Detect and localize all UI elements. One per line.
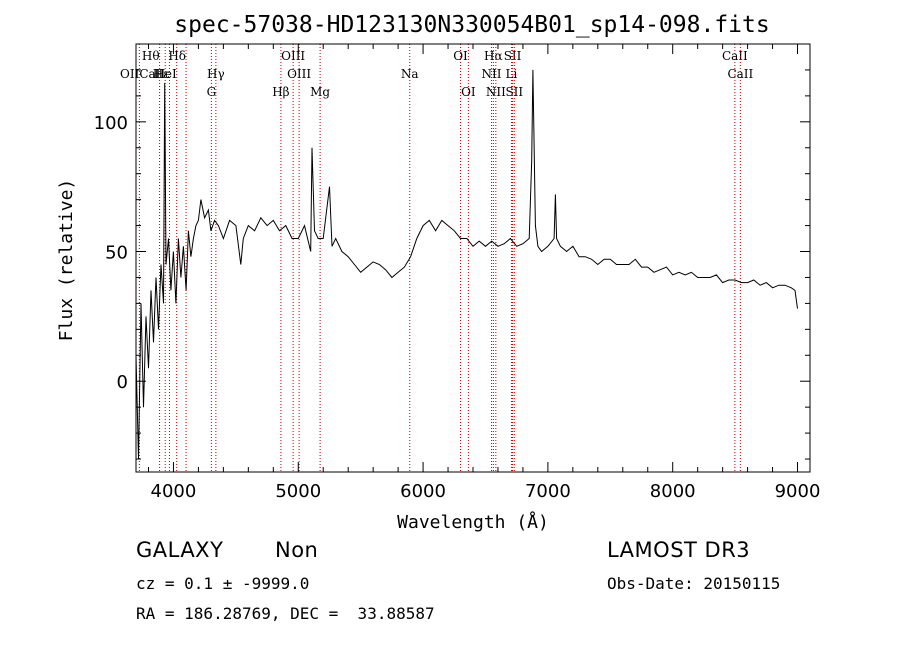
redshift-cz: cz = 0.1 ± -9999.0 [136, 574, 310, 593]
line-label-21: CaII [722, 49, 748, 63]
line-label-20: Li [506, 67, 518, 81]
x-tick-label: 6000 [400, 481, 446, 502]
x-tick-label: 7000 [525, 481, 571, 502]
y-tick-label: 0 [117, 372, 128, 393]
line-label-8: Hβ [272, 85, 289, 99]
chart-title: spec-57038-HD123130N330054B01_sp14-098.f… [174, 12, 769, 38]
observation-date: Obs-Date: 20150115 [607, 574, 781, 593]
line-label-1: Hε [153, 67, 170, 81]
x-axis-label: Wavelength (Å) [397, 511, 549, 533]
x-tick-label: 8000 [650, 481, 696, 502]
y-axis: 0 50 100 [94, 43, 810, 460]
x-tick-label: 4000 [151, 481, 197, 502]
line-label-18: SII [504, 49, 522, 63]
line-label-14: OI [461, 85, 476, 99]
line-label-2: Hθ [142, 49, 160, 63]
y-tick-label: 50 [105, 243, 128, 264]
plot-frame [135, 43, 811, 473]
line-label-11: Mg [310, 85, 330, 99]
line-label-12: Na [401, 67, 419, 81]
x-axis: 4000 5000 6000 7000 8000 9000 [147, 44, 821, 502]
line-label-16: Hα [484, 49, 503, 63]
line-label-5: Hδ [168, 49, 186, 63]
y-axis-label: Flux (relative) [56, 179, 77, 342]
line-label-15: NII [481, 67, 501, 81]
line-label-6: Hγ [207, 67, 225, 81]
line-label-22: CaII [727, 67, 753, 81]
object-subclass: Non [275, 538, 319, 562]
line-label-13: OI [453, 49, 468, 63]
y-tick-label: 100 [94, 113, 128, 134]
survey-name: LAMOST DR3 [607, 538, 751, 562]
line-label-7: G [207, 85, 217, 99]
x-tick-label: 5000 [275, 481, 321, 502]
line-label-10: OIII [287, 67, 311, 81]
spectrum-series-line [135, 69, 798, 460]
line-label-3: OII [120, 67, 140, 81]
line-label-19: SII [505, 85, 523, 99]
line-label-17: NII [486, 85, 506, 99]
x-tick-label: 9000 [775, 481, 821, 502]
line-label-4: HeI [154, 67, 177, 81]
line-label-9: OIII [281, 49, 305, 63]
coordinates: RA = 186.28769, DEC = 33.88587 [136, 604, 435, 623]
object-class: GALAXY [136, 538, 224, 562]
line-label-0: CaII [139, 67, 165, 81]
